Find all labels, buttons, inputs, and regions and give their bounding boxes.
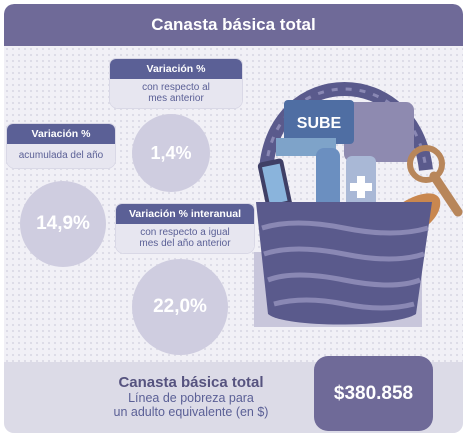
interannual-value-circle: 22,0% [132,259,228,355]
header-title: Canasta básica total [4,4,463,46]
monthly-tag: Variación % con respecto al mes anterior [110,59,242,108]
summary-line2: un adulto equivalente (en $) [113,405,269,419]
sube-card-label: SUBE [297,115,342,132]
sweatshirt [344,102,414,162]
accumulated-value: 14,9% [36,213,90,234]
sube-card [284,100,354,144]
accumulated-tag-title: Variación % [7,124,115,144]
interannual-subtitle-line2: mes del año anterior [139,238,231,249]
monthly-value: 1,4% [150,142,192,163]
summary-text: Canasta básica total Línea de pobreza pa… [66,374,316,419]
monthly-subtitle-line2: mes anterior [148,93,204,104]
accumulated-value-circle: 14,9% [20,181,106,267]
monthly-subtitle-line1: con respecto al [142,82,210,93]
interannual-tag: Variación % interanual con respecto a ig… [116,204,254,253]
summary-value: $380.858 [314,356,433,431]
interannual-tag-title: Variación % interanual [116,204,254,224]
basket-illustration: SUBE [254,82,463,327]
summary-title: Canasta básica total [118,374,264,391]
monthly-tag-title: Variación % [110,59,242,79]
monthly-value-circle: 1,4% [132,114,210,192]
accumulated-tag-subtitle: acumulada del año [7,144,115,168]
interannual-value: 22,0% [153,296,207,317]
infographic-card: Canasta básica total 1,4% Variación % co… [4,4,463,433]
interannual-subtitle-line1: con respecto a igual [140,227,230,238]
basket-handle-pattern [264,87,428,171]
keys [407,145,445,183]
accumulated-tag: Variación % acumulada del año [7,124,115,168]
interannual-tag-subtitle: con respecto a igual mes del año anterio… [116,224,254,253]
summary-line1: Línea de pobreza para [128,391,254,405]
water-bottle [316,148,340,218]
monthly-tag-subtitle: con respecto al mes anterior [110,79,242,108]
